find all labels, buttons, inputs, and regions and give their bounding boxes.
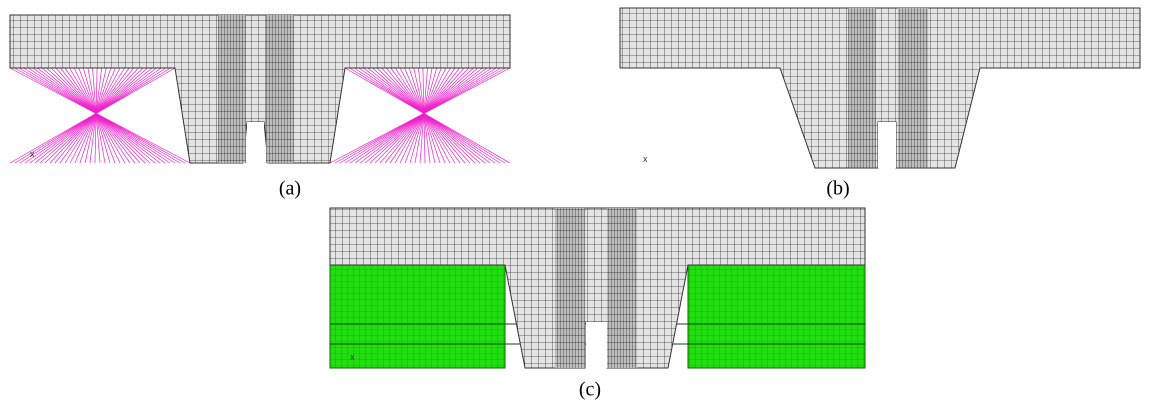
notch bbox=[586, 322, 607, 368]
dense-band bbox=[848, 8, 876, 168]
panel-label: (c) bbox=[579, 379, 601, 401]
dense-band bbox=[898, 8, 928, 168]
panel-b: x (b) bbox=[619, 7, 1141, 200]
axis-label: x bbox=[350, 352, 355, 362]
notch bbox=[247, 122, 264, 163]
fan-lines bbox=[9, 67, 511, 164]
panel-label: (b) bbox=[826, 178, 849, 200]
fan-line bbox=[329, 67, 511, 164]
panel-c: x (c) bbox=[329, 207, 866, 401]
dense-band bbox=[218, 15, 246, 163]
notch bbox=[878, 122, 896, 168]
dense-band bbox=[555, 208, 585, 368]
panel-a: x (a) bbox=[9, 14, 511, 200]
axis-label: x bbox=[30, 149, 35, 159]
axis-label: x bbox=[643, 154, 648, 164]
dense-band bbox=[607, 208, 637, 368]
fan-line bbox=[9, 67, 176, 164]
green-region bbox=[329, 264, 506, 369]
green-region bbox=[687, 264, 866, 369]
dense-band bbox=[266, 15, 294, 163]
panel-label: (a) bbox=[279, 178, 301, 200]
